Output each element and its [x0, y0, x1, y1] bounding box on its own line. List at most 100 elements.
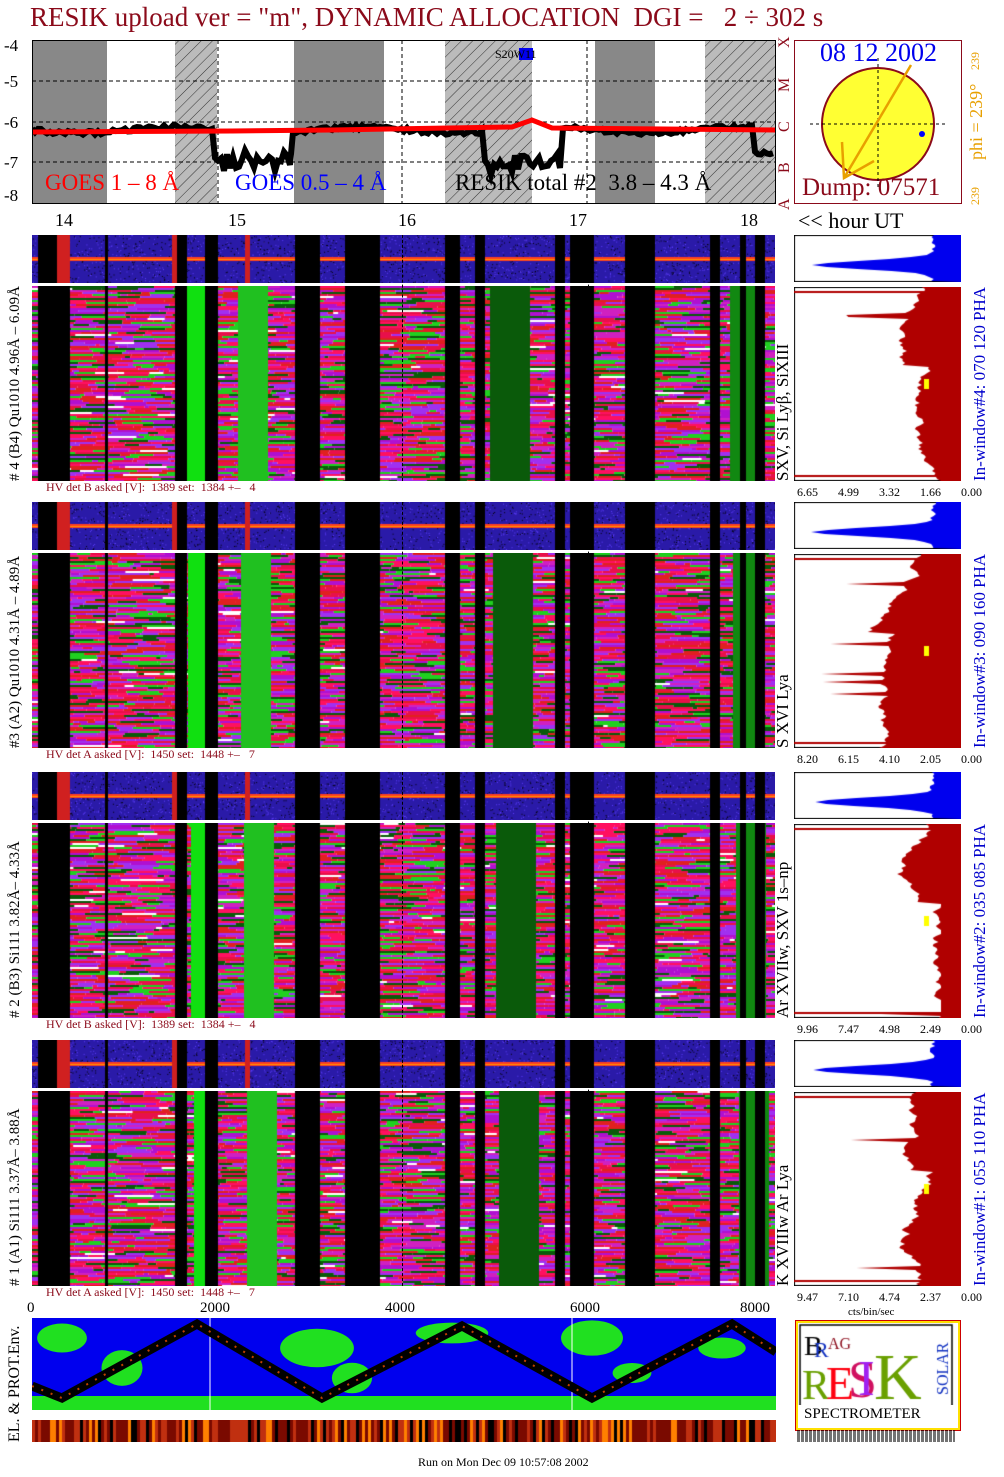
spectrum-tick: 0.00: [961, 1022, 982, 1036]
spectrum-unit: cts/bin/sec: [848, 1306, 895, 1318]
pha-strip: [32, 502, 775, 550]
spectrum-tick: 1.66: [920, 485, 941, 499]
phi-label: phi = 239°: [966, 83, 986, 160]
goes-short-marker: [519, 48, 533, 60]
environment-color-strip: [32, 1420, 776, 1442]
legend-goes-long: GOES 1 – 8 Å: [45, 170, 180, 195]
logo-credits: [797, 1430, 955, 1442]
continent: [698, 1337, 746, 1359]
spectral-lines-label: K XVIIIw Ar Lya: [773, 1164, 792, 1286]
pha-histogram: [794, 235, 961, 282]
x-tick: 0: [27, 1300, 35, 1316]
spectrum-tick: 9.96: [797, 1022, 818, 1036]
spectrum-tick: 4.98: [879, 1022, 900, 1036]
spectrum-tick: 0.00: [961, 1290, 982, 1304]
dump-number: Dump: 07571: [802, 174, 941, 201]
spectrum-tick: 2.49: [920, 1022, 941, 1036]
hour-tick: 15: [228, 210, 246, 230]
x-tick: 2000: [200, 1300, 230, 1316]
detector-label: # 4 (B4) Qu1010 4.96Å – 6.09Å: [7, 286, 23, 481]
class-x: X: [776, 36, 793, 48]
continent: [280, 1328, 354, 1368]
y-tick: -7: [4, 153, 19, 172]
continent: [561, 1320, 623, 1356]
hour-gridline: [588, 502, 589, 748]
spectrum-tick: 6.65: [797, 485, 818, 499]
spectrogram: [32, 286, 775, 481]
hour-tick: 18: [740, 210, 758, 230]
spectrum-tick: 2.05: [920, 752, 941, 766]
y-tick: -4: [4, 36, 19, 55]
logo-graphic: [798, 1323, 954, 1405]
hour-gridline: [588, 772, 589, 1018]
class-c: C: [776, 121, 793, 132]
hour-tick: 16: [398, 210, 416, 230]
y-tick: -8: [4, 186, 19, 205]
hour-axis-caption: << hour UT: [798, 208, 904, 233]
x-tick: 4000: [385, 1300, 415, 1316]
hour-gridline: [402, 1040, 403, 1286]
y-tick: -6: [4, 113, 19, 132]
hour-gridline: [588, 1040, 589, 1286]
spectrum-profile: [794, 554, 961, 748]
spectrogram: [32, 1091, 775, 1286]
x-tick: 6000: [570, 1300, 600, 1316]
hour-gridline: [402, 772, 403, 1018]
resik-logo: SPECTROMETER: [795, 1320, 961, 1431]
plot-title: RESIK upload ver = "m", DYNAMIC ALLOCATI…: [30, 2, 824, 32]
hour-gridline: [588, 235, 589, 481]
run-timestamp: Run on Mon Dec 09 10:57:08 2002: [418, 1455, 589, 1469]
legend-resik-total: RESIK total #2 3.8 – 4.3 Å: [455, 170, 712, 195]
spectrum-profile: [794, 1092, 961, 1286]
pha-histogram: [794, 502, 961, 549]
pha-strip: [32, 772, 775, 820]
hour-gridline: [402, 235, 403, 481]
environment-label: EL. & PROT.Env.: [6, 1325, 23, 1442]
pha-strip: [32, 1040, 775, 1088]
legend-goes-short: GOES 0.5 – 4 Å: [235, 170, 387, 195]
pha-strip: [32, 235, 775, 283]
spectrum-tick: 8.20: [797, 752, 818, 766]
window-label: In-window#2: 035 085 PHA: [970, 823, 989, 1018]
spectrum-tick: 4.74: [879, 1290, 900, 1304]
hv-status: HV det B asked [V]: 1389 set: 1384 +– 4: [46, 480, 256, 494]
spectral-lines-label: S XVI Lya: [773, 674, 792, 748]
class-b: B: [776, 162, 793, 173]
spectrum-tick: 9.47: [797, 1290, 818, 1304]
y-tick: -5: [4, 72, 19, 91]
spectral-lines-label: Ar XVIIw, SXV 1s–np: [773, 861, 792, 1018]
spectrum-profile: [794, 824, 961, 1018]
spectrum-tick: 0.00: [961, 485, 982, 499]
hour-gridline: [402, 502, 403, 748]
phi-bottom: 239: [968, 187, 982, 205]
goes-lightcurve-panel: [32, 40, 776, 204]
spectrum-tick: 7.47: [838, 1022, 859, 1036]
window-label: In-window#3: 090 160 PHA: [970, 553, 989, 748]
pha-histogram: [794, 772, 961, 819]
hv-status: HV det B asked [V]: 1389 set: 1384 +– 4: [46, 1017, 256, 1031]
hour-tick: 14: [55, 210, 73, 230]
spectral-lines-label: SXV, Si Lyβ, SiXIII: [773, 343, 792, 481]
goes-long-curve: [32, 117, 776, 135]
active-region-label: S20W11: [495, 47, 537, 61]
spectrogram: [32, 823, 775, 1018]
hv-status: HV det A asked [V]: 1450 set: 1448 +– 7: [46, 747, 255, 761]
window-label: In-window#4: 070 120 PHA: [970, 286, 989, 481]
window-label: In-window#1: 055 110 PHA: [970, 1092, 989, 1286]
spectrum-tick: 4.10: [879, 752, 900, 766]
detector-label: #3 (A2) Qu1010 4.31Å – 4.89Å: [7, 555, 23, 748]
spectrum-tick: 6.15: [838, 752, 859, 766]
spectrum-tick: 4.99: [838, 485, 859, 499]
spectrum-tick: 3.32: [879, 485, 900, 499]
particle-environment-map: [32, 1318, 776, 1410]
detector-label: # 1 (A1) Si111 3.37Å– 3.88Å: [7, 1108, 23, 1286]
detector-label: # 2 (B3) Si111 3.82Å– 4.33Å: [7, 841, 23, 1018]
pha-histogram: [794, 1040, 961, 1087]
spectrogram: [32, 553, 775, 748]
observation-date: 08 12 2002: [820, 38, 937, 67]
class-a: A: [776, 198, 793, 210]
logo-bottom-text: SPECTROMETER: [804, 1406, 921, 1422]
hv-status: HV det A asked [V]: 1450 set: 1448 +– 7: [46, 1285, 255, 1299]
spectrum-tick: 7.10: [838, 1290, 859, 1304]
